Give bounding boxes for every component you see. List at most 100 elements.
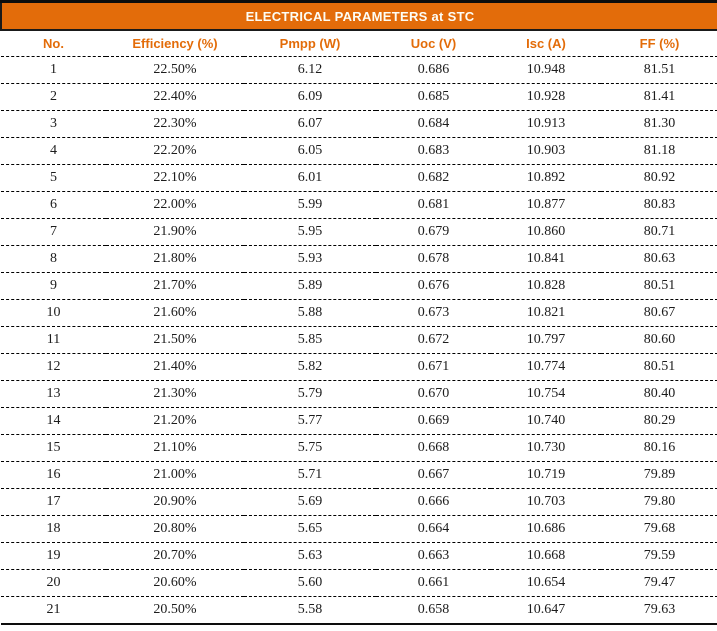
title-row: ELECTRICAL PARAMETERS at STC (0, 1, 717, 31)
cell-efficiency: 20.50% (106, 596, 244, 624)
cell-isc: 10.948 (491, 56, 601, 84)
cell-uoc: 0.670 (376, 380, 491, 408)
column-header-no: No. (1, 30, 106, 57)
table-title: ELECTRICAL PARAMETERS at STC (0, 1, 717, 31)
cell-ff: 81.18 (601, 137, 717, 165)
table-row: 14 21.20% 5.77 0.669 10.740 80.29 (1, 407, 717, 435)
cell-ff: 79.68 (601, 515, 717, 543)
cell-ff: 80.60 (601, 326, 717, 354)
table-row: 6 22.00% 5.99 0.681 10.877 80.83 (1, 191, 717, 219)
cell-uoc: 0.683 (376, 137, 491, 165)
cell-uoc: 0.676 (376, 272, 491, 300)
cell-no: 6 (1, 191, 106, 219)
table-row: 10 21.60% 5.88 0.673 10.821 80.67 (1, 299, 717, 327)
table-row: 16 21.00% 5.71 0.667 10.719 79.89 (1, 461, 717, 489)
cell-pmpp: 6.07 (244, 110, 376, 138)
cell-no: 12 (1, 353, 106, 381)
cell-uoc: 0.672 (376, 326, 491, 354)
cell-pmpp: 5.69 (244, 488, 376, 516)
cell-isc: 10.860 (491, 218, 601, 246)
cell-pmpp: 5.93 (244, 245, 376, 273)
cell-uoc: 0.663 (376, 542, 491, 570)
column-header-ff: FF (%) (601, 30, 717, 57)
cell-ff: 80.63 (601, 245, 717, 273)
cell-no: 2 (1, 83, 106, 111)
table-row: 19 20.70% 5.63 0.663 10.668 79.59 (1, 542, 717, 570)
table-row: 1 22.50% 6.12 0.686 10.948 81.51 (1, 56, 717, 84)
cell-no: 14 (1, 407, 106, 435)
cell-no: 19 (1, 542, 106, 570)
cell-isc: 10.774 (491, 353, 601, 381)
cell-efficiency: 21.90% (106, 218, 244, 246)
table-row: 8 21.80% 5.93 0.678 10.841 80.63 (1, 245, 717, 273)
cell-no: 5 (1, 164, 106, 192)
cell-ff: 80.92 (601, 164, 717, 192)
cell-uoc: 0.681 (376, 191, 491, 219)
cell-ff: 80.40 (601, 380, 717, 408)
column-header-row: No. Efficiency (%) Pmpp (W) Uoc (V) Isc (A) F… (1, 30, 717, 57)
table-body: 1 22.50% 6.12 0.686 10.948 81.51 2 22.40% 6.09 0.… (1, 56, 717, 624)
table-row: 13 21.30% 5.79 0.670 10.754 80.40 (1, 380, 717, 408)
cell-pmpp: 5.63 (244, 542, 376, 570)
cell-uoc: 0.673 (376, 299, 491, 327)
table-row: 9 21.70% 5.89 0.676 10.828 80.51 (1, 272, 717, 300)
cell-no: 7 (1, 218, 106, 246)
cell-isc: 10.892 (491, 164, 601, 192)
cell-pmpp: 5.82 (244, 353, 376, 381)
cell-ff: 79.63 (601, 596, 717, 624)
cell-efficiency: 21.20% (106, 407, 244, 435)
cell-ff: 79.59 (601, 542, 717, 570)
table-row: 20 20.60% 5.60 0.661 10.654 79.47 (1, 569, 717, 597)
cell-pmpp: 5.99 (244, 191, 376, 219)
column-header-isc: Isc (A) (491, 30, 601, 57)
cell-pmpp: 6.09 (244, 83, 376, 111)
table-row: 3 22.30% 6.07 0.684 10.913 81.30 (1, 110, 717, 138)
cell-no: 8 (1, 245, 106, 273)
table-row: 15 21.10% 5.75 0.668 10.730 80.16 (1, 434, 717, 462)
cell-uoc: 0.668 (376, 434, 491, 462)
cell-ff: 79.80 (601, 488, 717, 516)
cell-uoc: 0.678 (376, 245, 491, 273)
cell-pmpp: 5.58 (244, 596, 376, 624)
cell-isc: 10.913 (491, 110, 601, 138)
cell-efficiency: 21.50% (106, 326, 244, 354)
cell-efficiency: 21.70% (106, 272, 244, 300)
cell-isc: 10.828 (491, 272, 601, 300)
cell-pmpp: 5.95 (244, 218, 376, 246)
cell-isc: 10.730 (491, 434, 601, 462)
cell-isc: 10.797 (491, 326, 601, 354)
cell-pmpp: 5.65 (244, 515, 376, 543)
cell-efficiency: 20.80% (106, 515, 244, 543)
table-row: 18 20.80% 5.65 0.664 10.686 79.68 (1, 515, 717, 543)
cell-efficiency: 22.30% (106, 110, 244, 138)
column-header-pmpp: Pmpp (W) (244, 30, 376, 57)
cell-ff: 81.51 (601, 56, 717, 84)
cell-pmpp: 6.01 (244, 164, 376, 192)
cell-efficiency: 20.90% (106, 488, 244, 516)
cell-isc: 10.754 (491, 380, 601, 408)
table-row: 5 22.10% 6.01 0.682 10.892 80.92 (1, 164, 717, 192)
table-row: 4 22.20% 6.05 0.683 10.903 81.18 (1, 137, 717, 165)
cell-ff: 80.83 (601, 191, 717, 219)
cell-uoc: 0.684 (376, 110, 491, 138)
cell-no: 11 (1, 326, 106, 354)
column-header-uoc: Uoc (V) (376, 30, 491, 57)
cell-ff: 80.29 (601, 407, 717, 435)
cell-isc: 10.719 (491, 461, 601, 489)
cell-uoc: 0.685 (376, 83, 491, 111)
cell-pmpp: 5.71 (244, 461, 376, 489)
table-row: 17 20.90% 5.69 0.666 10.703 79.80 (1, 488, 717, 516)
cell-no: 18 (1, 515, 106, 543)
cell-no: 4 (1, 137, 106, 165)
cell-pmpp: 5.85 (244, 326, 376, 354)
cell-uoc: 0.666 (376, 488, 491, 516)
cell-pmpp: 6.12 (244, 56, 376, 84)
cell-pmpp: 5.75 (244, 434, 376, 462)
cell-efficiency: 22.00% (106, 191, 244, 219)
cell-pmpp: 5.77 (244, 407, 376, 435)
cell-efficiency: 22.10% (106, 164, 244, 192)
cell-efficiency: 21.10% (106, 434, 244, 462)
cell-no: 9 (1, 272, 106, 300)
cell-efficiency: 22.40% (106, 83, 244, 111)
